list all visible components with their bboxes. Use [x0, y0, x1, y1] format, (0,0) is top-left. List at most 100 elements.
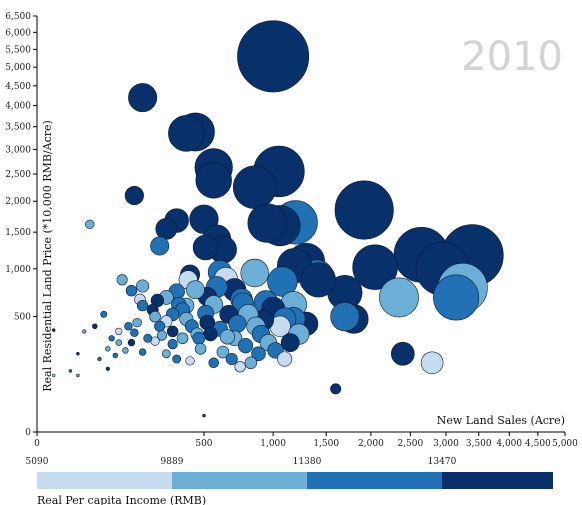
data-bubble [168, 115, 205, 152]
bubble-layer [51, 20, 504, 418]
year-label: 2010 [461, 34, 563, 80]
data-bubble [300, 262, 336, 298]
data-bubble [192, 331, 206, 345]
data-bubble [330, 383, 342, 395]
data-bubble [124, 185, 144, 206]
data-bubble [219, 329, 235, 345]
data-bubble [216, 345, 230, 359]
x-axis: 0 500 1,000 1,500 2,000 2,500 3,000 3,500 4,000 4… [34, 431, 578, 449]
x-tick-label: 500 [195, 439, 212, 449]
legend-swatch [307, 472, 442, 489]
data-bubble [136, 279, 150, 293]
legend-threshold-label: 5090 [26, 457, 49, 467]
data-bubble [115, 327, 123, 336]
data-bubble [251, 346, 266, 362]
y-axis: 0 500 1,000 1,500 2,000 2,500 3,000 3,500 4,000 4… [5, 12, 38, 438]
data-bubble [149, 310, 161, 323]
legend-swatch [172, 472, 307, 489]
x-tick-label: 5,000 [552, 439, 578, 449]
income-legend: 5090 9889 11380 13470 [26, 457, 553, 489]
y-tick-label: 1,500 [5, 228, 31, 238]
data-bubble [108, 335, 115, 342]
x-axis-title: New Land Sales (Acre) [437, 414, 565, 427]
data-bubble [195, 162, 232, 199]
y-tick-label: 2,500 [5, 170, 31, 180]
data-bubble [334, 180, 394, 240]
x-tick-label: 2,500 [397, 439, 423, 449]
data-bubble [51, 328, 56, 332]
data-bubble [156, 330, 168, 341]
x-tick-label: 4,000 [496, 439, 522, 449]
data-bubble [76, 373, 80, 378]
x-tick-label: 3,500 [466, 439, 492, 449]
x-tick-label: 3,000 [433, 439, 459, 449]
legend-title: Real Per capita Income (RMB) [37, 494, 206, 505]
data-bubble [225, 353, 238, 366]
data-bubble [194, 343, 207, 355]
data-bubble [155, 217, 178, 240]
data-bubble [185, 356, 195, 366]
data-bubble [240, 258, 269, 288]
legend-swatch [442, 472, 553, 489]
data-bubble [132, 317, 142, 328]
data-bubble [379, 277, 419, 318]
data-bubble [68, 369, 73, 373]
data-bubble [105, 346, 111, 352]
data-bubble [92, 323, 98, 330]
data-bubble [202, 413, 206, 418]
data-bubble [130, 328, 139, 337]
data-bubble [150, 236, 170, 256]
data-bubble [82, 329, 87, 334]
data-bubble [234, 361, 246, 373]
data-bubble [244, 356, 258, 370]
data-bubble [154, 320, 166, 332]
y-tick-label: 0 [25, 428, 31, 438]
data-bubble [115, 339, 123, 346]
x-tick-label: 1,500 [313, 439, 339, 449]
data-bubble [128, 83, 158, 113]
data-bubble [280, 333, 300, 353]
data-bubble [166, 325, 179, 338]
y-tick-label: 1,000 [5, 265, 31, 275]
x-tick-label: 2,000 [358, 439, 384, 449]
y-tick-label: 500 [14, 313, 31, 323]
y-tick-label: 4,500 [5, 82, 31, 92]
data-bubble [330, 302, 360, 332]
y-axis-title: Real Residential Land Price (*10,000 RMB… [41, 120, 54, 392]
y-tick-label: 6,000 [5, 28, 31, 38]
data-bubble [122, 347, 129, 354]
data-bubble [420, 351, 444, 375]
legend-threshold-label: 13470 [428, 457, 457, 467]
data-bubble [208, 357, 219, 368]
data-bubble [112, 352, 119, 359]
data-bubble [433, 274, 480, 321]
data-bubble [97, 356, 102, 362]
data-bubble [143, 333, 153, 343]
data-bubble [124, 322, 133, 331]
data-bubble [161, 349, 171, 359]
legend-threshold-label: 11380 [293, 457, 322, 467]
x-tick-label: 4,500 [525, 439, 551, 449]
y-tick-label: 6,500 [5, 12, 31, 22]
data-bubble [237, 338, 254, 354]
legend-swatch [37, 472, 172, 489]
data-bubble [167, 339, 178, 350]
data-bubble [127, 338, 136, 347]
y-tick-label: 5,500 [5, 45, 31, 55]
y-tick-label: 3,000 [5, 145, 31, 155]
data-bubble [105, 366, 110, 371]
data-bubble [232, 165, 277, 209]
data-bubble [116, 274, 128, 286]
data-bubble [76, 352, 80, 356]
data-bubble [277, 351, 293, 367]
y-tick-label: 2,000 [5, 197, 31, 207]
y-tick-label: 4,000 [5, 102, 31, 112]
x-tick-label: 1,000 [260, 439, 286, 449]
data-bubble [228, 314, 247, 333]
legend-threshold-label: 9889 [161, 457, 184, 467]
data-bubble [203, 326, 218, 342]
data-bubble [186, 280, 205, 300]
data-bubble [247, 203, 287, 243]
data-bubble [136, 299, 149, 312]
